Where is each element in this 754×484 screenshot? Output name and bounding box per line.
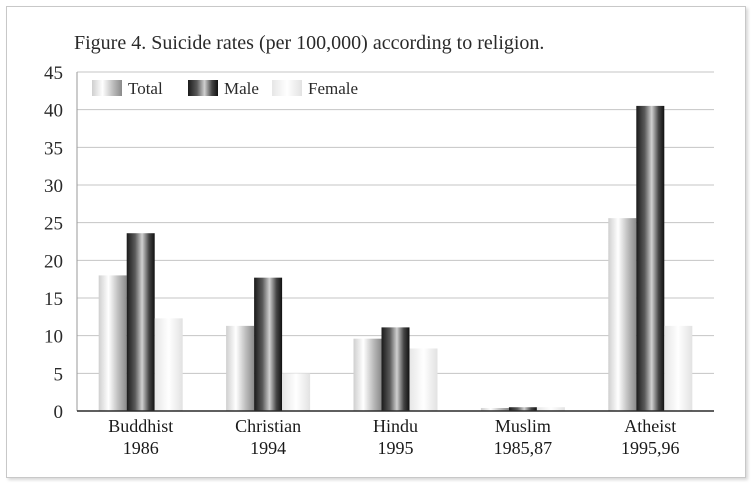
- x-tick-label-year: 1994: [250, 438, 286, 458]
- grid-layer: [77, 71, 714, 374]
- y-tick-label: 25: [44, 214, 63, 235]
- y-tick-label: 35: [44, 138, 63, 159]
- x-tick-label: Atheist: [624, 416, 676, 436]
- x-tick-label-year: 1995: [378, 438, 414, 458]
- y-tick-label: 5: [54, 364, 64, 385]
- legend-swatch-total: [92, 80, 122, 96]
- bar-total: [98, 275, 127, 411]
- y-tick-label: 30: [44, 176, 63, 197]
- bar-female: [154, 318, 183, 411]
- x-tick-label: Hindu: [373, 416, 418, 436]
- legend-label-total: Total: [128, 79, 163, 98]
- bar-total: [226, 325, 255, 411]
- bar-total: [608, 218, 637, 411]
- legend-label-female: Female: [308, 79, 358, 98]
- y-tick-label: 10: [44, 327, 63, 348]
- legend-swatch-male: [188, 80, 218, 96]
- y-tick-label: 40: [44, 101, 63, 122]
- y-tick-label: 45: [44, 63, 63, 84]
- axis-layer: 051015202530354045Buddhist1986Christian1…: [44, 63, 714, 458]
- x-tick-label: Christian: [235, 416, 301, 436]
- bar-total: [480, 407, 509, 411]
- y-tick-label: 15: [44, 289, 63, 310]
- bar-female: [282, 373, 311, 411]
- y-tick-label: 20: [44, 251, 63, 272]
- x-tick-label-year: 1995,96: [621, 438, 680, 458]
- legend-swatch-female: [272, 80, 302, 96]
- x-tick-label-year: 1985,87: [494, 438, 553, 458]
- chart-title: Figure 4. Suicide rates (per 100,000) ac…: [74, 32, 544, 54]
- bar-female: [409, 348, 438, 411]
- bar-total: [353, 338, 382, 411]
- legend-label-male: Male: [224, 79, 259, 98]
- x-tick-label-year: 1986: [123, 438, 159, 458]
- x-tick-label: Buddhist: [108, 416, 173, 436]
- bar-male: [254, 277, 283, 411]
- bar-female: [664, 325, 693, 411]
- bars-layer: [98, 105, 693, 412]
- bar-male: [126, 233, 155, 411]
- bar-male: [508, 407, 537, 411]
- bar-female: [536, 407, 565, 411]
- legend: Total Male Female: [92, 79, 358, 98]
- bar-male: [636, 105, 665, 412]
- y-tick-label: 0: [54, 402, 64, 423]
- x-tick-label: Muslim: [495, 416, 551, 436]
- bar-male: [381, 327, 410, 411]
